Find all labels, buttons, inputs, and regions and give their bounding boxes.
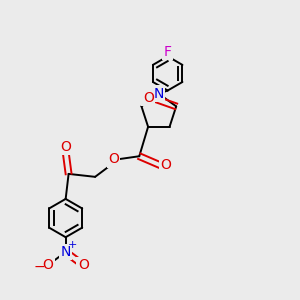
Text: F: F [164, 45, 172, 59]
Text: O: O [160, 158, 171, 172]
Text: O: O [60, 140, 71, 154]
Text: O: O [143, 91, 154, 104]
Text: O: O [108, 152, 119, 166]
Text: O: O [43, 258, 53, 272]
Text: −: − [34, 260, 46, 274]
Text: N: N [154, 87, 164, 101]
Text: N: N [61, 245, 71, 259]
Text: +: + [68, 240, 77, 250]
Text: O: O [78, 258, 89, 272]
